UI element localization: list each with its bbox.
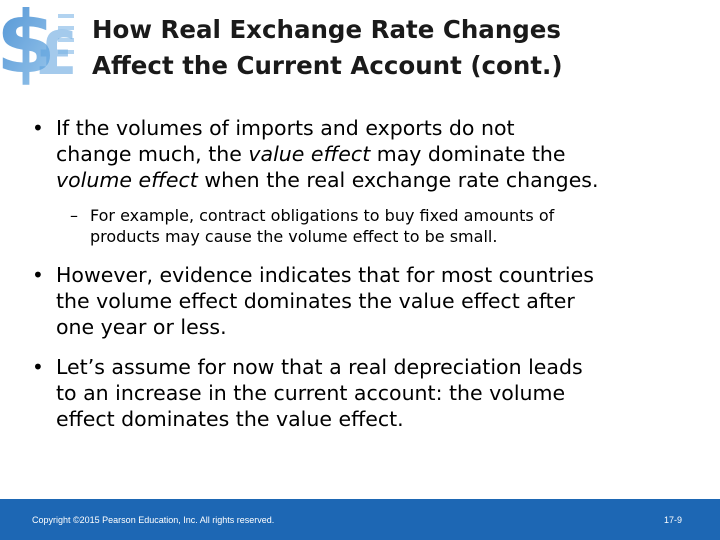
title-line: How Real Exchange Rate Changes	[92, 12, 702, 48]
bullet-dot-icon: •	[32, 354, 44, 380]
emphasis-volume-effect: volume effect	[56, 168, 198, 192]
bullet-item: • If the volumes of imports and exports …	[56, 115, 706, 193]
currency-logo-icon: $ £	[0, 0, 80, 95]
emphasis-value-effect: value effect	[248, 142, 370, 166]
bullet-item: • Let’s assume for now that a real depre…	[56, 354, 706, 432]
sub-bullet-item: – For example, contract obligations to b…	[90, 205, 700, 247]
title-line: Affect the Current Account (cont.)	[92, 48, 702, 84]
bullet-line: However, evidence indicates that for mos…	[56, 262, 706, 288]
bullet-item: • However, evidence indicates that for m…	[56, 262, 706, 340]
bullet-dot-icon: •	[32, 262, 44, 288]
bullet-line: the volume effect dominates the value ef…	[56, 288, 706, 314]
slide-title: How Real Exchange Rate Changes Affect th…	[92, 12, 702, 84]
sub-bullet-line: For example, contract obligations to buy…	[90, 205, 700, 226]
page-number: 17-9	[664, 515, 682, 525]
bullet-line: one year or less.	[56, 314, 706, 340]
bullet-dot-icon: •	[32, 115, 44, 141]
bullet-line: change much, the value effect may domina…	[56, 141, 706, 167]
sub-bullet-line: products may cause the volume effect to …	[90, 226, 700, 247]
bullet-line: If the volumes of imports and exports do…	[56, 115, 706, 141]
bullet-line: effect dominates the value effect.	[56, 406, 706, 432]
bullet-line: Let’s assume for now that a real depreci…	[56, 354, 706, 380]
copyright-text: Copyright ©2015 Pearson Education, Inc. …	[32, 515, 274, 525]
bullet-line: volume effect when the real exchange rat…	[56, 167, 706, 193]
sub-bullet-dash-icon: –	[70, 205, 78, 226]
slide-footer: Copyright ©2015 Pearson Education, Inc. …	[0, 499, 720, 540]
bullet-line: to an increase in the current account: t…	[56, 380, 706, 406]
